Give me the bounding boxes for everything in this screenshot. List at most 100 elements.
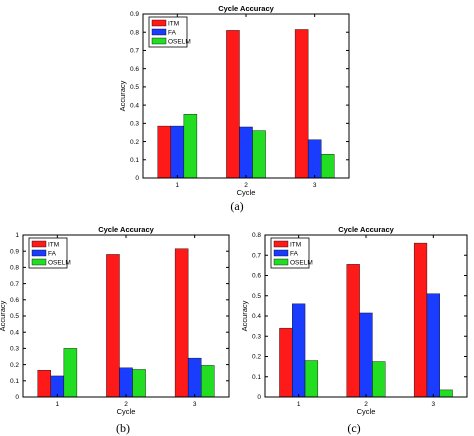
legend-label-itm: ITM bbox=[290, 242, 301, 249]
bar-oselm-cycle-3 bbox=[200, 365, 215, 398]
legend-swatch-fa bbox=[273, 249, 289, 257]
chart-title: Cycle Accuracy bbox=[218, 4, 274, 13]
bar-fa-cycle-3 bbox=[307, 139, 322, 179]
y-tick-label: 0 bbox=[135, 175, 139, 182]
y-tick-label: 0.5 bbox=[130, 84, 139, 91]
y-tick-label: 0.7 bbox=[252, 252, 261, 259]
legend-label-itm: ITM bbox=[168, 21, 179, 28]
bar-oselm-cycle-1 bbox=[183, 114, 198, 179]
y-tick-label: 0.1 bbox=[252, 374, 261, 381]
bar-fa-cycle-1 bbox=[170, 125, 185, 179]
bar-oselm-cycle-3 bbox=[320, 154, 335, 179]
panel-label: (c) bbox=[347, 421, 360, 435]
y-tick-label: 0.1 bbox=[130, 157, 139, 164]
legend-label-itm: ITM bbox=[48, 242, 59, 249]
chart-title: Cycle Accuracy bbox=[338, 225, 394, 234]
y-tick-label: 0.2 bbox=[252, 354, 261, 361]
legend-label-oselm: OSELM bbox=[168, 39, 191, 46]
bar-fa-cycle-1 bbox=[292, 303, 306, 398]
y-tick-label: 0.7 bbox=[10, 281, 19, 288]
panel-label: (a) bbox=[230, 199, 243, 213]
bar-itm-cycle-1 bbox=[279, 327, 293, 398]
bar-oselm-cycle-2 bbox=[252, 130, 266, 179]
legend-swatch-oselm bbox=[151, 37, 167, 45]
y-tick-label: 0.2 bbox=[130, 139, 139, 146]
bar-fa-cycle-1 bbox=[50, 375, 65, 398]
x-axis-title: Cycle bbox=[357, 407, 376, 416]
legend-swatch-fa bbox=[151, 28, 167, 36]
bar-itm-cycle-2 bbox=[226, 30, 240, 179]
legend-swatch-oselm bbox=[31, 258, 47, 266]
y-tick-label: 0.9 bbox=[130, 11, 139, 18]
bar-itm-cycle-2 bbox=[106, 254, 120, 398]
legend-label-oselm: OSELM bbox=[290, 260, 313, 267]
x-tick-label: 3 bbox=[193, 401, 197, 408]
x-axis-title: Cycle bbox=[117, 407, 136, 416]
legend-swatch-itm bbox=[151, 19, 167, 27]
y-tick-label: 0.2 bbox=[10, 362, 19, 369]
x-tick-label: 2 bbox=[364, 401, 368, 408]
y-tick-label: 0.4 bbox=[130, 102, 139, 109]
bar-itm-cycle-3 bbox=[294, 29, 309, 179]
y-tick-label: 0.8 bbox=[252, 232, 261, 239]
y-axis-title: Accuracy bbox=[0, 300, 7, 331]
bar-itm-cycle-3 bbox=[413, 242, 428, 398]
y-tick-label: 0.7 bbox=[130, 48, 139, 55]
x-tick-label: 1 bbox=[176, 182, 180, 189]
x-tick-label: 3 bbox=[432, 401, 436, 408]
y-tick-label: 0.3 bbox=[130, 121, 139, 128]
panel-label: (b) bbox=[116, 421, 130, 435]
y-tick-label: 0.3 bbox=[252, 333, 261, 340]
y-tick-label: 0.4 bbox=[10, 329, 19, 336]
y-tick-label: 0.5 bbox=[10, 313, 19, 320]
legend-swatch-fa bbox=[31, 249, 47, 257]
x-axis-title: Cycle bbox=[237, 188, 256, 197]
y-tick-label: 0 bbox=[257, 394, 261, 401]
bar-fa-cycle-2 bbox=[119, 367, 133, 398]
chart-title: Cycle Accuracy bbox=[98, 225, 154, 234]
y-tick-label: 0.4 bbox=[252, 313, 261, 320]
chart-panel-2: 0 0.1 0.2 0.3 0.4 0.5 0.6 0.7 0.8 0.9 1 1 2 3 Cycle Ac… bbox=[0, 225, 230, 435]
y-tick-label: 0.6 bbox=[252, 273, 261, 280]
y-tick-label: 0.5 bbox=[252, 293, 261, 300]
bar-itm-cycle-1 bbox=[37, 370, 52, 398]
bar-oselm-cycle-2 bbox=[132, 369, 146, 398]
chart-panel-1: 0 0.1 0.2 0.3 0.4 0.5 0.6 0.7 0.8 0.9 1 2 3 Cycle Acc… bbox=[118, 4, 350, 213]
y-tick-label: 0.1 bbox=[10, 378, 19, 385]
x-tick-label: 2 bbox=[244, 182, 248, 189]
x-tick-label: 1 bbox=[56, 401, 60, 408]
y-tick-label: 0.8 bbox=[130, 29, 139, 36]
y-axis-title: Accuracy bbox=[240, 300, 249, 331]
legend-label-fa: FA bbox=[168, 30, 177, 37]
legend-label-fa: FA bbox=[290, 251, 299, 258]
bar-fa-cycle-3 bbox=[187, 357, 202, 398]
bar-fa-cycle-2 bbox=[239, 126, 253, 179]
legend-label-oselm: OSELM bbox=[48, 260, 71, 267]
bar-fa-cycle-3 bbox=[426, 293, 440, 398]
legend-swatch-itm bbox=[31, 240, 47, 248]
bar-oselm-cycle-3 bbox=[439, 389, 453, 398]
x-tick-label: 2 bbox=[124, 401, 128, 408]
y-tick-label: 1 bbox=[15, 232, 19, 239]
y-axis-title: Accuracy bbox=[118, 80, 127, 111]
legend-label-fa: FA bbox=[48, 251, 57, 258]
bar-oselm-cycle-2 bbox=[372, 361, 386, 398]
y-tick-label: 0.6 bbox=[10, 297, 19, 304]
x-tick-label: 1 bbox=[297, 401, 301, 408]
y-tick-label: 0 bbox=[15, 394, 19, 401]
x-tick-label: 3 bbox=[313, 182, 317, 189]
legend-swatch-itm bbox=[273, 240, 289, 248]
y-tick-label: 0.8 bbox=[10, 265, 19, 272]
y-tick-label: 0.6 bbox=[130, 66, 139, 73]
y-tick-label: 0.3 bbox=[10, 346, 19, 353]
bar-oselm-cycle-1 bbox=[63, 348, 78, 398]
bar-itm-cycle-3 bbox=[174, 248, 189, 398]
bar-itm-cycle-2 bbox=[346, 264, 360, 398]
bar-itm-cycle-1 bbox=[157, 125, 172, 179]
bar-fa-cycle-2 bbox=[359, 312, 373, 398]
chart-panel-3: 0 0.1 0.2 0.3 0.4 0.5 0.6 0.7 0.8 1 2 3 Cycle Accura… bbox=[240, 225, 468, 435]
y-tick-label: 0.9 bbox=[10, 248, 19, 255]
bar-oselm-cycle-1 bbox=[304, 360, 319, 398]
legend-swatch-oselm bbox=[273, 258, 289, 266]
